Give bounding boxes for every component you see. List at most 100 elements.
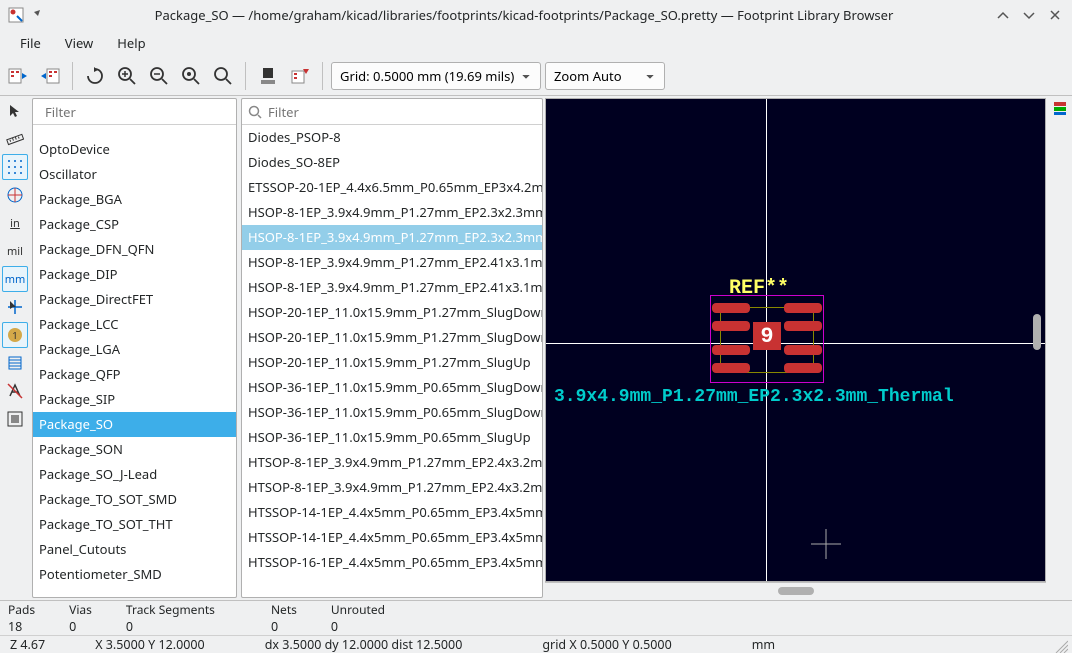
footprint-item[interactable]: HSOP-36-1EP_11.0x15.9mm_P0.65mm_SlugDown… [242,400,542,425]
canvas-scrollbar-h[interactable] [545,582,1046,598]
library-item[interactable]: Package_TO_SOT_SMD [33,487,236,512]
library-item[interactable]: Panel_Cutouts [33,537,236,562]
footprint-filter-row [242,99,542,125]
units-mm[interactable]: mm [2,266,28,292]
library-item[interactable]: Package_LCC [33,312,236,337]
library-list[interactable]: OptoDeviceOscillatorPackage_BGAPackage_C… [33,125,236,597]
footprint-item[interactable]: HTSOP-8-1EP_3.9x4.9mm_P1.27mm_EP2.4x3.2m… [242,475,542,500]
status-zoom: Z 4.67 [0,636,55,653]
library-item[interactable]: Package_SON [33,437,236,462]
grid-toggle[interactable] [2,154,28,180]
canvas-scrollbar-v[interactable] [1029,99,1045,565]
pad [712,321,750,331]
footprint-value: 3.9x4.9mm_P1.27mm_EP2.3x2.3mm_Thermal [554,387,954,407]
library-item[interactable]: Package_CSP [33,212,236,237]
footprint-item[interactable]: Diodes_PSOP-8 [242,125,542,150]
units-inches[interactable]: in [2,210,28,236]
footprint-item[interactable]: HTSSOP-14-1EP_4.4x5mm_P0.65mm_EP3.4x5mm [242,500,542,525]
library-item[interactable]: Package_QFP [33,362,236,387]
grid-select[interactable]: Grid: 0.5000 mm (19.69 mils) [331,62,541,90]
footprint-list[interactable]: Diodes_PSOP-8Diodes_SO-8EPETSSOP-20-1EP_… [242,125,542,597]
layers-manager-button[interactable] [1050,98,1070,118]
refresh-button[interactable] [81,62,109,90]
zoom-selection-button[interactable] [209,62,237,90]
library-item[interactable]: Potentiometer_SMD [33,562,236,587]
status-unrouted-label: Unrouted [331,601,385,618]
footprint-item[interactable]: HSOP-8-1EP_3.9x4.9mm_P1.27mm_EP2.3x2.3mm… [242,225,542,250]
footprint-item[interactable]: HSOP-8-1EP_3.9x4.9mm_P1.27mm_EP2.3x2.3mm [242,200,542,225]
minimize-button[interactable] [996,8,1012,22]
status-vias-value: 0 [69,618,92,635]
footprint-filter-input[interactable] [268,103,536,121]
zoom-out-button[interactable] [145,62,173,90]
toolbar: Grid: 0.5000 mm (19.69 mils) Zoom Auto [0,56,1072,96]
footprint-item[interactable]: HSOP-36-1EP_11.0x15.9mm_P0.65mm_SlugUp [242,425,542,450]
cursor-shape-toggle[interactable] [2,294,28,320]
insert-footprint-button[interactable] [286,62,314,90]
footprint-item[interactable]: HTSOP-8-1EP_3.9x4.9mm_P1.27mm_EP2.4x3.2m… [242,450,542,475]
graphic-fill-toggle[interactable] [2,406,28,432]
status-pads-label: Pads [8,601,35,618]
status-tracks-label: Track Segments [126,601,215,618]
status-pads-value: 18 [8,618,35,635]
footprint-item[interactable]: HSOP-20-1EP_11.0x15.9mm_P1.27mm_SlugDown [242,300,542,325]
footprint-item[interactable]: HSOP-20-1EP_11.0x15.9mm_P1.27mm_SlugDown… [242,325,542,350]
status-unrouted-value: 0 [331,618,385,635]
library-item[interactable]: Oscillator [33,162,236,187]
library-item[interactable]: OptoDevice [33,137,236,162]
zoom-select[interactable]: Zoom Auto [545,62,665,90]
measure-tool[interactable] [2,126,28,152]
canvas[interactable]: 9 REF** 3.9x4.9mm_P1.27mm_EP2.3x2.3mm_Th… [545,98,1046,582]
cursor-cross [806,524,846,564]
library-filter-input[interactable] [45,103,230,121]
status-nets-value: 0 [271,618,297,635]
library-item[interactable]: Package_DFN_QFN [33,237,236,262]
pin-icon[interactable] [30,8,44,22]
library-item[interactable]: Package_LGA [33,337,236,362]
status-vias-label: Vias [69,601,92,618]
footprint-item[interactable]: HSOP-8-1EP_3.9x4.9mm_P1.27mm_EP2.41x3.1m… [242,250,542,275]
menu-help[interactable]: Help [105,30,157,56]
status-grid: grid X 0.5000 Y 0.5000 [532,636,681,653]
pad-fill-toggle[interactable] [2,350,28,376]
library-item[interactable]: Package_SIP [33,387,236,412]
footprint-item[interactable]: HSOP-36-1EP_11.0x15.9mm_P0.65mm_SlugDown [242,375,542,400]
close-button[interactable] [1048,8,1064,22]
footprint-item[interactable]: HTSSOP-16-1EP_4.4x5mm_P0.65mm_EP3.4x5mm [242,550,542,575]
select-tool[interactable] [2,98,28,124]
polar-coords-toggle[interactable] [2,182,28,208]
library-item[interactable]: Package_SO_J-Lead [33,462,236,487]
app-icon [8,7,24,23]
footprint-item[interactable]: HTSSOP-14-1EP_4.4x5mm_P0.65mm_EP3.4x5mm_… [242,525,542,550]
statusbar: Pads18 Vias0 Track Segments0 Nets0 Unrou… [0,600,1072,646]
window-title: Package_SO — /home/graham/kicad/librarie… [52,6,996,24]
library-item[interactable]: Package_DirectFET [33,287,236,312]
resize-grip[interactable] [1052,637,1068,653]
footprint-item[interactable]: HSOP-20-1EP_11.0x15.9mm_P1.27mm_SlugUp [242,350,542,375]
footprint-item[interactable]: ETSSOP-20-1EP_4.4x6.5mm_P0.65mm_EP3x4.2m… [242,175,542,200]
footprint-item[interactable]: HSOP-8-1EP_3.9x4.9mm_P1.27mm_EP2.41x3.1m… [242,275,542,300]
status-nets-label: Nets [271,601,297,618]
zoom-fit-button[interactable] [177,62,205,90]
display-options-button[interactable] [254,62,282,90]
library-item[interactable]: Package_SO [33,412,236,437]
pad [784,363,822,373]
prev-footprint-button[interactable] [4,62,32,90]
right-toolbar [1048,96,1072,600]
footprint-item[interactable]: Diodes_SO-8EP [242,150,542,175]
library-item[interactable]: Package_TO_SOT_THT [33,512,236,537]
zoom-in-button[interactable] [113,62,141,90]
next-footprint-button[interactable] [36,62,64,90]
svg-text:1: 1 [12,328,18,342]
library-item[interactable]: Package_DIP [33,262,236,287]
text-fill-toggle[interactable] [2,378,28,404]
titlebar: Package_SO — /home/graham/kicad/librarie… [0,0,1072,30]
library-item[interactable]: Package_BGA [33,187,236,212]
menu-view[interactable]: View [53,30,105,56]
pad-numbers-toggle[interactable]: 1 [2,322,28,348]
units-mils[interactable]: mil [2,238,28,264]
maximize-button[interactable] [1022,8,1038,22]
menu-file[interactable]: File [8,30,53,56]
pad [712,303,750,313]
status-tracks-value: 0 [126,618,215,635]
